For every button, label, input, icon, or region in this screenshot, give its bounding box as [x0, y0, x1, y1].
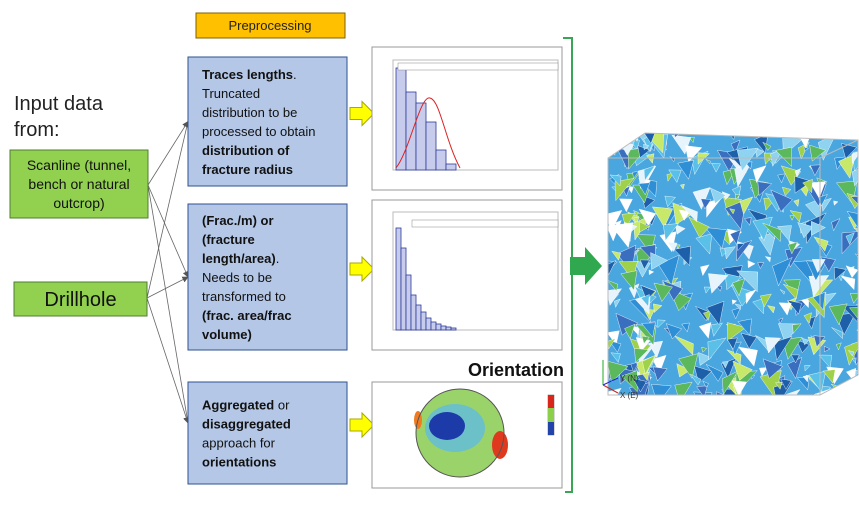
- diagram: Preprocessing Input data from: Scanline (t…: [0, 0, 859, 522]
- step-text: (fracture: [202, 232, 255, 247]
- step-segment: .: [276, 251, 280, 266]
- fracture-model: [605, 130, 859, 413]
- step-segment: .: [293, 67, 297, 82]
- step-segment: approach for: [202, 436, 276, 451]
- step-text: volume): [202, 327, 252, 342]
- fracture: [847, 130, 857, 140]
- orientation-chart: [372, 382, 562, 488]
- step-segment: disaggregated: [202, 417, 291, 432]
- step-text: (frac. area/frac: [202, 308, 292, 323]
- yellow-arrow: [350, 257, 374, 281]
- step-segment: or: [274, 398, 290, 413]
- green-arrow: [570, 247, 602, 285]
- step-text: (Frac./m) or: [202, 213, 274, 228]
- step-segment: Aggregated: [202, 398, 274, 413]
- result-title: Orientation: [468, 360, 564, 380]
- axis-label: Y (N): [620, 374, 639, 383]
- connector: [147, 277, 188, 298]
- source-label: Scanline (tunnel,: [27, 157, 131, 173]
- step-text: distribution to be: [202, 105, 297, 120]
- step-segment: volume): [202, 327, 252, 342]
- length-chart: [372, 47, 562, 190]
- step-text: Traces lengths.: [202, 67, 297, 82]
- step-segment: (Frac./m) or: [202, 213, 274, 228]
- step-segment: length/area): [202, 251, 276, 266]
- step-text: orientations: [202, 455, 276, 470]
- step-segment: distribution to be: [202, 105, 297, 120]
- step-text: disaggregated: [202, 417, 291, 432]
- connector: [147, 122, 188, 299]
- fracture: [831, 384, 842, 395]
- step-text: Truncated: [202, 86, 260, 101]
- step-text: distribution of: [202, 143, 290, 158]
- step-segment: transformed to: [202, 289, 286, 304]
- step-segment: (fracture: [202, 232, 255, 247]
- yellow-arrow: [350, 102, 374, 126]
- source-label: Drillhole: [44, 289, 116, 311]
- fracture: [740, 397, 752, 410]
- source-label: outcrop): [53, 195, 104, 211]
- input-label: from:: [14, 119, 60, 141]
- connector: [148, 122, 188, 186]
- connector: [147, 298, 188, 423]
- connector: [148, 185, 188, 277]
- step-segment: (frac. area/frac: [202, 308, 292, 323]
- step-segment: Truncated: [202, 86, 260, 101]
- axis-label: X (E): [620, 391, 639, 400]
- connectors: [147, 122, 188, 424]
- step-segment: Needs to be: [202, 270, 272, 285]
- step-text: length/area).: [202, 251, 279, 266]
- step-text: approach for: [202, 436, 276, 451]
- yellow-arrow: [350, 413, 374, 437]
- step-segment: Traces lengths: [202, 67, 293, 82]
- fracture: [843, 389, 854, 401]
- step-segment: orientations: [202, 455, 276, 470]
- step-text: processed to obtain: [202, 124, 315, 139]
- fracture: [840, 387, 846, 393]
- intensity-chart: [372, 200, 562, 350]
- step-text: fracture radius: [202, 162, 293, 177]
- step-text: transformed to: [202, 289, 286, 304]
- step-segment: processed to obtain: [202, 124, 315, 139]
- fracture: [735, 397, 745, 407]
- input-label: Input data: [14, 93, 104, 115]
- step-segment: distribution of: [202, 143, 290, 158]
- header-title: Preprocessing: [228, 18, 311, 33]
- connector: [148, 185, 188, 423]
- step-segment: fracture radius: [202, 162, 293, 177]
- source-label: bench or natural: [28, 176, 129, 192]
- step-text: Aggregated or: [202, 398, 290, 413]
- step-text: Needs to be: [202, 270, 272, 285]
